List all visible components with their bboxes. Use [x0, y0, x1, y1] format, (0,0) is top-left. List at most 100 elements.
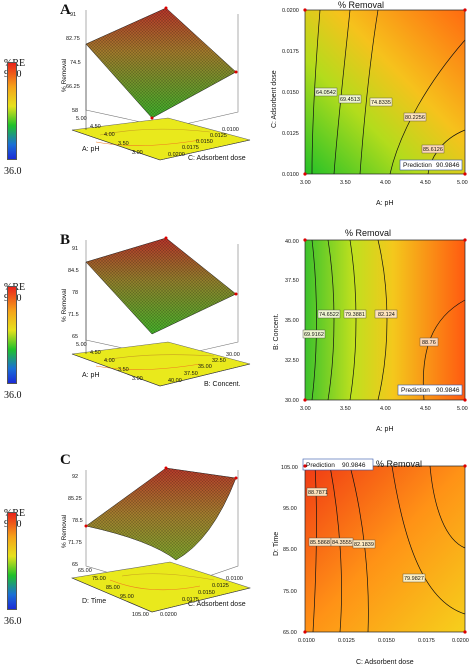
x2-tick: 0.0150 [198, 590, 215, 596]
surface-plot-b: % Removal 91 84.5 78 71.5 65 5.00 4.50 4… [61, 236, 251, 388]
x2-tick: 0.0100 [226, 576, 243, 582]
prediction-value: 90.9846 [436, 162, 460, 169]
contour-level-label: 79.3881 [345, 312, 365, 318]
contour-level-label: 84.3555 [332, 540, 352, 546]
prediction-label: Prediction [401, 387, 430, 394]
z-tick: 91 [70, 12, 76, 18]
panel-letter-b: B [60, 232, 71, 248]
x2-axis-label: C: Adsorbent dose [188, 601, 246, 608]
contour-plot-c: Prediction 90.9846 % Removal 88.7871 85.… [273, 458, 469, 666]
z-tick: 74.5 [70, 60, 81, 66]
x-tick: 3.00 [300, 406, 311, 412]
y-tick: 35.00 [285, 318, 299, 324]
contour-plot-b: % Removal 69.9162 74.6522 79.3881 82.124… [273, 228, 468, 433]
z-axis-label: % Removal [61, 58, 68, 92]
z-tick: 78 [72, 290, 78, 296]
prediction-label: Prediction [306, 462, 335, 469]
contour-level-label: 69.9162 [304, 332, 324, 338]
contour-level-label: 69.4513 [340, 97, 360, 103]
colorbar-legend-c: %RE 92.0 36.0 [2, 508, 44, 627]
y-tick: 40.00 [285, 239, 299, 245]
x-tick: 4.00 [380, 406, 391, 412]
contour-level-label: 82.1839 [354, 542, 374, 548]
contour-title: % Removal [338, 0, 384, 10]
z-tick: 91 [72, 246, 78, 252]
z-tick: 84.5 [68, 268, 79, 274]
x2-tick: 40.00 [168, 378, 182, 384]
y-tick: 85.00 [283, 547, 297, 553]
x-tick: 4.00 [380, 180, 391, 186]
z-tick: 71.75 [68, 540, 82, 546]
x2-axis-label: B: Concent. [204, 381, 241, 388]
x1-tick: 65.00 [78, 568, 92, 574]
y-tick: 75.00 [283, 589, 297, 595]
y-tick: 0.0100 [282, 172, 299, 178]
x1-tick: 4.00 [104, 358, 115, 364]
x-tick: 4.50 [420, 180, 431, 186]
colorbar-min: 36.0 [4, 390, 22, 401]
x2-tick: 0.0150 [196, 139, 213, 145]
x-tick: 0.0100 [298, 638, 315, 644]
y-tick: 37.50 [285, 278, 299, 284]
surface-plot-a: % Removal 91 82.75 74.5 66.25 58 5.00 4.… [61, 6, 251, 162]
y-tick: 30.00 [285, 398, 299, 404]
x1-tick: 85.00 [106, 585, 120, 591]
x-axis-label: A: pH [376, 200, 394, 207]
contour-plot-a: % Removal 64.0542 69.4513 74.8335 80.225… [271, 0, 468, 207]
surface-plot-c: % Removal 92 85.25 78.5 71.75 65 65.00 7… [61, 466, 252, 618]
prediction-label: Prediction [403, 162, 432, 169]
x-axis-label: A: pH [376, 426, 394, 433]
x2-axis-label: C: Adsorbent dose [188, 155, 246, 162]
contour-level-label: 64.0542 [316, 90, 336, 96]
x1-tick: 3.50 [118, 367, 129, 373]
colorbar-min: 36.0 [4, 616, 22, 627]
prediction-value: 90.9846 [342, 462, 366, 469]
x2-tick: 0.0175 [182, 597, 199, 603]
x-tick: 5.00 [457, 406, 468, 412]
x2-tick: 0.0125 [210, 133, 227, 139]
panel-letter-c: C [60, 452, 71, 468]
contour-level-label: 79.9827 [404, 576, 424, 582]
y-tick: 65.00 [283, 630, 297, 636]
x1-axis-label: D: Time [82, 598, 106, 605]
x2-tick: 0.0200 [168, 152, 185, 158]
x1-tick: 4.50 [90, 124, 101, 130]
x1-tick: 5.00 [76, 342, 87, 348]
contour-level-label: 74.8335 [371, 100, 391, 106]
x-tick: 3.50 [340, 406, 351, 412]
x1-tick: 5.00 [76, 116, 87, 122]
x-tick: 0.0150 [378, 638, 395, 644]
y-tick: 0.0150 [282, 90, 299, 96]
colorbar-gradient [7, 512, 17, 610]
y-axis-label: B: Concent. [273, 313, 280, 350]
x2-tick: 0.0200 [160, 612, 177, 618]
x-tick: 0.0125 [338, 638, 355, 644]
x1-axis-label: A: pH [82, 146, 100, 153]
x2-tick: 0.0175 [182, 145, 199, 151]
contour-level-label: 85.5868 [310, 540, 330, 546]
y-axis-label: C: Adsorbent dose [271, 70, 278, 128]
contour-level-label: 88.7871 [308, 490, 328, 496]
colorbar-gradient [7, 286, 17, 384]
contour-level-label: 80.2256 [405, 115, 425, 121]
x-tick: 3.50 [340, 180, 351, 186]
y-axis-label: D: Time [273, 532, 280, 556]
contour-title: % Removal [345, 228, 391, 238]
y-tick: 0.0200 [282, 8, 299, 14]
x2-tick: 0.0125 [212, 583, 229, 589]
x1-tick: 95.00 [120, 594, 134, 600]
x1-tick: 3.00 [132, 376, 143, 382]
colorbar-legend-b: %RE 92.0 36.0 [2, 282, 44, 401]
colorbar-min: 36.0 [4, 166, 22, 177]
x2-tick: 30.00 [226, 352, 240, 358]
x2-tick: 0.0100 [222, 127, 239, 133]
z-tick: 65 [72, 562, 78, 568]
z-tick: 71.5 [68, 312, 79, 318]
y-tick: 32.50 [285, 358, 299, 364]
z-tick: 65 [72, 334, 78, 340]
panel-letter-a: A [60, 2, 71, 18]
x-tick: 0.0200 [452, 638, 469, 644]
z-tick: 78.5 [72, 518, 83, 524]
x1-tick: 4.00 [104, 132, 115, 138]
